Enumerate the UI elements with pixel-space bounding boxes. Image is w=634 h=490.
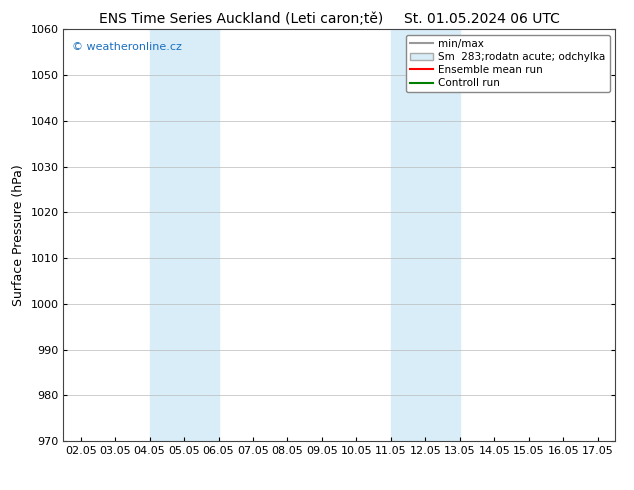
Text: St. 01.05.2024 06 UTC: St. 01.05.2024 06 UTC — [404, 12, 560, 26]
Text: © weatheronline.cz: © weatheronline.cz — [72, 42, 181, 52]
Legend: min/max, Sm  283;rodatn acute; odchylka, Ensemble mean run, Controll run: min/max, Sm 283;rodatn acute; odchylka, … — [406, 35, 610, 92]
Bar — [150, 29, 219, 441]
Text: ENS Time Series Auckland (Leti caron;tě): ENS Time Series Auckland (Leti caron;tě) — [99, 12, 383, 26]
Bar — [391, 29, 460, 441]
Y-axis label: Surface Pressure (hPa): Surface Pressure (hPa) — [12, 164, 25, 306]
